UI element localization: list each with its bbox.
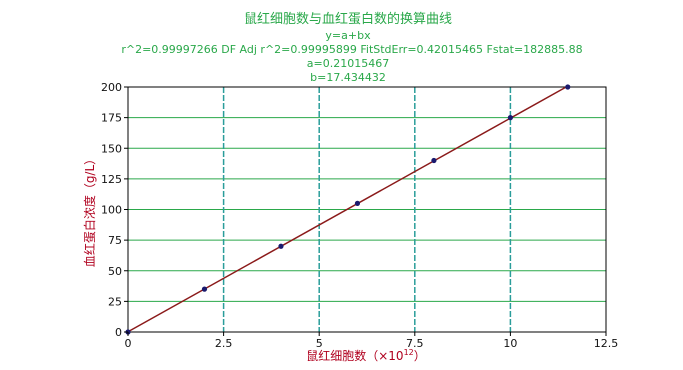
x-axis-label-exponent: 12 bbox=[404, 348, 414, 357]
x-axis-label-main: 鼠红细胞数（×10 bbox=[306, 348, 403, 363]
chart-param-a: a=0.21015467 bbox=[307, 57, 389, 70]
x-axis-label: 鼠红细胞数（×1012） bbox=[306, 348, 426, 363]
y-tick-label: 175 bbox=[101, 112, 122, 125]
y-tick-label: 75 bbox=[108, 234, 122, 247]
x-axis-label-close: ） bbox=[414, 349, 426, 363]
chart-stats: r^2=0.99997266 DF Adj r^2=0.99995899 Fit… bbox=[121, 43, 582, 56]
data-point bbox=[354, 200, 361, 206]
y-tick-label: 100 bbox=[101, 204, 122, 217]
y-tick-label: 200 bbox=[101, 81, 122, 94]
x-tick-label: 5 bbox=[316, 337, 323, 350]
y-tick-label: 125 bbox=[101, 173, 122, 186]
y-tick-label: 150 bbox=[101, 142, 122, 155]
data-point bbox=[507, 115, 513, 121]
x-tick-label: 7.5 bbox=[406, 337, 424, 350]
chart-equation: y=a+bx bbox=[325, 29, 371, 42]
fit-line bbox=[127, 85, 569, 333]
y-tick-label: 50 bbox=[108, 265, 122, 278]
data-point bbox=[201, 286, 208, 292]
chart-title: 鼠红细胞数与血红蛋白数的换算曲线 bbox=[244, 11, 452, 27]
y-tick-label: 25 bbox=[108, 295, 122, 308]
x-tick-label: 2.5 bbox=[215, 337, 233, 350]
y-tick-label: 0 bbox=[115, 326, 122, 339]
data-point bbox=[431, 157, 437, 164]
data-point bbox=[565, 84, 571, 90]
x-tick-label: 0 bbox=[125, 337, 132, 350]
chart-param-b: b=17.434432 bbox=[310, 71, 386, 84]
y-axis-label: 血红蛋白浓度（g/L） bbox=[82, 153, 97, 267]
x-tick-label: 12.5 bbox=[594, 337, 619, 350]
x-tick-label: 10 bbox=[503, 337, 517, 350]
data-point bbox=[278, 243, 284, 249]
